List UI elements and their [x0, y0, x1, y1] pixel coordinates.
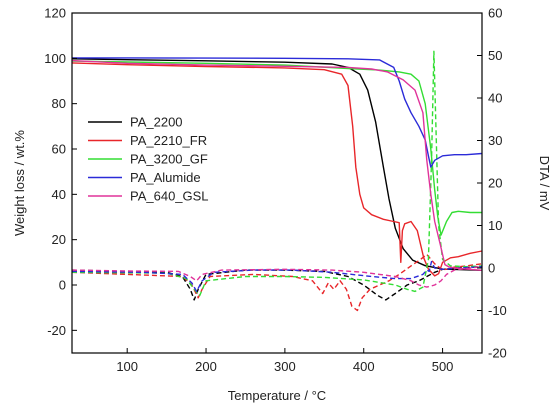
left-y-tick-label: 0 — [59, 278, 66, 293]
right-y-tick-label: 20 — [488, 176, 502, 191]
right-y-tick-label: -20 — [488, 346, 507, 361]
right-y-ticks: -20 -10 0 10 20 30 40 50 60 — [477, 6, 507, 361]
x-ticks: 100 200 300 400 500 — [116, 348, 453, 374]
right-y-tick-label: 0 — [488, 261, 495, 276]
left-y-tick-label: 120 — [44, 6, 66, 21]
x-axis-label: Temperature / °C — [228, 388, 326, 403]
plot-marks — [71, 50, 483, 312]
dta-line-0 — [71, 266, 483, 301]
legend-label-4: PA_640_GSL — [130, 189, 209, 204]
right-y-tick-label: 50 — [488, 48, 502, 63]
dta-line-1 — [71, 253, 483, 312]
legend: PA_2200 PA_2210_FR PA_3200_GF PA_Alumide PA_… — [88, 115, 209, 204]
right-y-tick-label: -10 — [488, 303, 507, 318]
right-y-tick-label: 60 — [488, 6, 502, 21]
right-y-tick-label: 10 — [488, 218, 502, 233]
right-y-axis-label: DTA / mV — [537, 156, 550, 211]
dta-line-4 — [71, 266, 483, 288]
left-y-ticks: -20 0 20 40 60 80 100 120 — [44, 6, 77, 338]
left-y-tick-label: 20 — [52, 232, 66, 247]
legend-label-0: PA_2200 — [130, 115, 183, 130]
left-y-tick-label: 100 — [44, 51, 66, 66]
legend-label-3: PA_Alumide — [130, 170, 201, 185]
legend-label-2: PA_3200_GF — [130, 152, 208, 167]
x-tick-label: 400 — [353, 359, 375, 374]
left-y-tick-label: 40 — [52, 187, 66, 202]
x-tick-label: 300 — [274, 359, 296, 374]
tga-line-3 — [72, 57, 483, 168]
left-y-tick-label: 80 — [52, 96, 66, 111]
dta-line-2 — [71, 50, 483, 297]
x-tick-label: 200 — [195, 359, 217, 374]
right-y-tick-label: 30 — [488, 133, 502, 148]
x-tick-label: 500 — [432, 359, 454, 374]
tga-line-2 — [71, 60, 482, 236]
dta-line-3 — [71, 260, 483, 293]
tga-line-4 — [71, 59, 483, 271]
right-y-tick-label: 40 — [488, 91, 502, 106]
tga-line-1 — [71, 62, 483, 277]
legend-label-1: PA_2210_FR — [130, 133, 207, 148]
tga-line-0 — [71, 58, 483, 271]
left-y-tick-label: -20 — [47, 323, 66, 338]
left-y-axis-label: Weight loss / wt.% — [12, 130, 27, 236]
left-y-tick-label: 60 — [52, 142, 66, 157]
x-tick-label: 100 — [116, 359, 138, 374]
